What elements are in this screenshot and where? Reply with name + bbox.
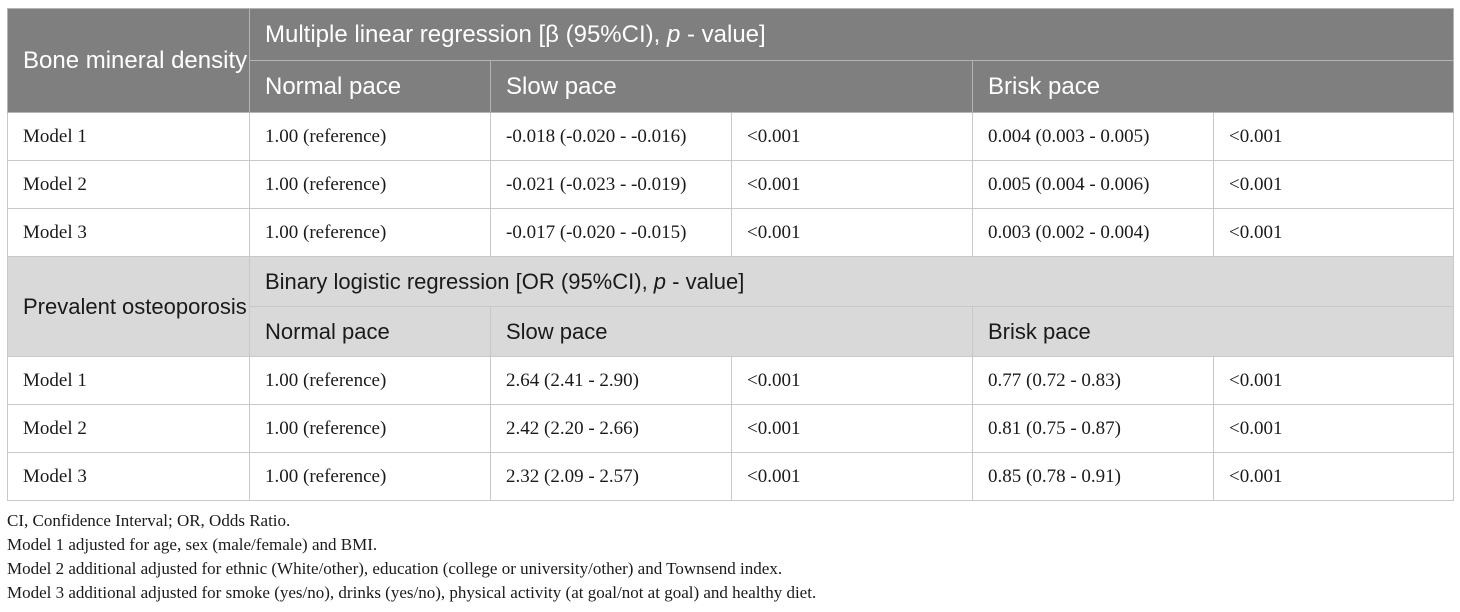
model-label: Model 3 [7, 208, 250, 257]
bmd-header-row: Bone mineral density Multiple linear reg… [7, 8, 1455, 113]
slow-pace-p-value: <0.001 [731, 404, 973, 453]
bmd-col-slow-pace: Slow pace [490, 60, 973, 113]
brisk-pace-value: 0.85 (0.78 - 0.91) [972, 452, 1214, 501]
slow-pace-value: 2.32 (2.09 - 2.57) [490, 452, 732, 501]
footnote-model-1: Model 1 adjusted for age, sex (male/fema… [7, 535, 378, 554]
normal-pace-value: 1.00 (reference) [249, 404, 491, 453]
slow-pace-value: -0.018 (-0.020 - -0.016) [490, 112, 732, 161]
bmd-column-header-row: Normal pace Slow pace Brisk pace [8, 60, 1455, 113]
table-row: Model 3 1.00 (reference) -0.017 (-0.020 … [7, 208, 1455, 257]
footnote-abbreviations: CI, Confidence Interval; OR, Odds Ratio. [7, 511, 291, 530]
brisk-pace-value: 0.81 (0.75 - 0.87) [972, 404, 1214, 453]
model-label: Model 1 [7, 356, 250, 405]
brisk-pace-p-value: <0.001 [1212, 404, 1455, 453]
brisk-pace-p-value: <0.001 [1212, 208, 1455, 257]
normal-pace-value: 1.00 (reference) [249, 356, 491, 405]
bmd-col-normal-pace: Normal pace [249, 60, 491, 113]
normal-pace-value: 1.00 (reference) [249, 208, 491, 257]
osteoporosis-section-title: Binary logistic regression [OR (95%CI), … [248, 256, 1455, 307]
osteoporosis-col-slow-pace: Slow pace [490, 306, 973, 357]
bmd-section-title: Multiple linear regression [β (95%CI), p… [248, 8, 1455, 61]
slow-pace-p-value: <0.001 [731, 356, 973, 405]
table-row: Model 3 1.00 (reference) 2.32 (2.09 - 2.… [7, 452, 1455, 501]
table-row: Model 1 1.00 (reference) 2.64 (2.41 - 2.… [7, 356, 1455, 405]
table-row: Model 2 1.00 (reference) -0.021 (-0.023 … [7, 160, 1455, 209]
brisk-pace-value: 0.77 (0.72 - 0.83) [972, 356, 1214, 405]
normal-pace-value: 1.00 (reference) [249, 160, 491, 209]
brisk-pace-value: 0.004 (0.003 - 0.005) [972, 112, 1214, 161]
slow-pace-value: -0.017 (-0.020 - -0.015) [490, 208, 732, 257]
brisk-pace-value: 0.005 (0.004 - 0.006) [972, 160, 1214, 209]
osteoporosis-col-brisk-pace: Brisk pace [971, 306, 1455, 357]
model-label: Model 2 [7, 404, 250, 453]
slow-pace-value: 2.42 (2.20 - 2.66) [490, 404, 732, 453]
osteoporosis-col-normal-pace: Normal pace [249, 306, 491, 357]
brisk-pace-value: 0.003 (0.002 - 0.004) [972, 208, 1214, 257]
results-table: Bone mineral density Multiple linear reg… [7, 8, 1455, 501]
normal-pace-value: 1.00 (reference) [249, 112, 491, 161]
slow-pace-value: -0.021 (-0.023 - -0.019) [490, 160, 732, 209]
osteoporosis-row-label: Prevalent osteoporosis [7, 256, 250, 357]
slow-pace-p-value: <0.001 [731, 112, 973, 161]
brisk-pace-p-value: <0.001 [1212, 160, 1455, 209]
bmd-col-brisk-pace: Brisk pace [971, 60, 1455, 113]
brisk-pace-p-value: <0.001 [1212, 452, 1455, 501]
bmd-row-label: Bone mineral density [7, 8, 250, 113]
slow-pace-p-value: <0.001 [731, 160, 973, 209]
brisk-pace-p-value: <0.001 [1212, 356, 1455, 405]
slow-pace-p-value: <0.001 [731, 452, 973, 501]
normal-pace-value: 1.00 (reference) [249, 452, 491, 501]
footnote-model-2: Model 2 additional adjusted for ethnic (… [7, 559, 783, 578]
model-label: Model 1 [7, 112, 250, 161]
table-row: Model 2 1.00 (reference) 2.42 (2.20 - 2.… [7, 404, 1455, 453]
brisk-pace-p-value: <0.001 [1212, 112, 1455, 161]
table-footnotes: CI, Confidence Interval; OR, Odds Ratio.… [7, 509, 1453, 605]
model-label: Model 3 [7, 452, 250, 501]
osteoporosis-column-header-row: Normal pace Slow pace Brisk pace [8, 306, 1455, 357]
table-row: Model 1 1.00 (reference) -0.018 (-0.020 … [7, 112, 1455, 161]
slow-pace-value: 2.64 (2.41 - 2.90) [490, 356, 732, 405]
slow-pace-p-value: <0.001 [731, 208, 973, 257]
footnote-model-3: Model 3 additional adjusted for smoke (y… [7, 583, 817, 602]
osteoporosis-header-row: Prevalent osteoporosis Binary logistic r… [7, 256, 1455, 357]
model-label: Model 2 [7, 160, 250, 209]
